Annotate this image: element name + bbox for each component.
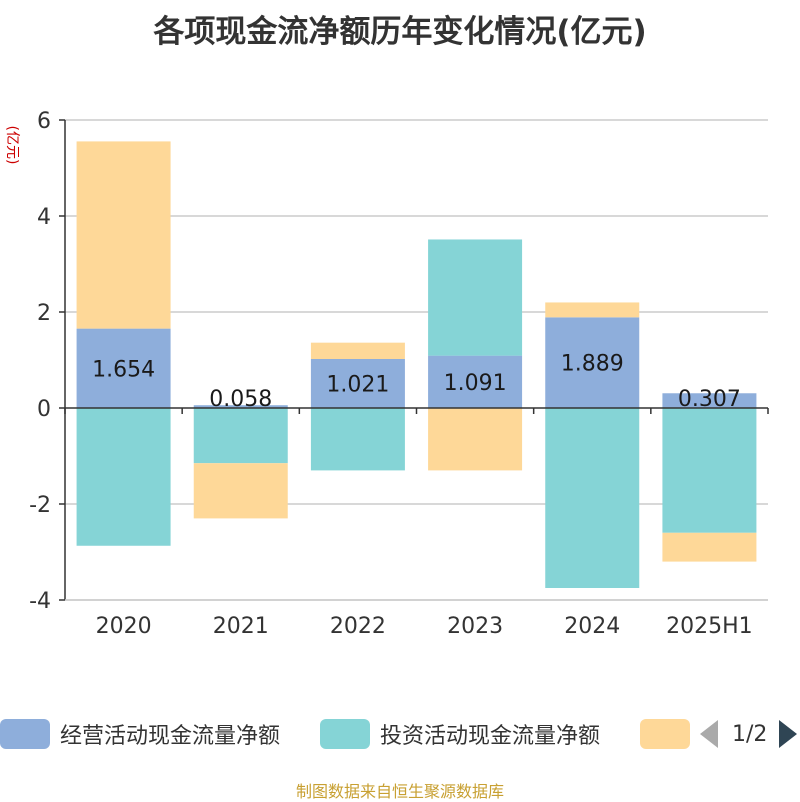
bar-1-2024	[545, 317, 640, 408]
legend: 经营活动现金流量净额 投资活动现金流量净额 1/2	[0, 716, 800, 752]
y-tick-label: -2	[29, 493, 51, 518]
bar-1-2023	[428, 355, 523, 408]
data-label: 1.889	[561, 352, 624, 377]
data-label: 1.654	[92, 357, 155, 382]
bar-3-2023	[428, 408, 523, 471]
legend-item-operating[interactable]: 经营活动现金流量净额	[0, 716, 280, 752]
y-tick-label: 2	[37, 301, 51, 326]
bar-3-2024	[545, 302, 640, 318]
bar-1-2025H1	[662, 393, 757, 408]
bar-2-2020	[76, 408, 171, 546]
x-tick-label: 2021	[213, 614, 269, 639]
pager-text: 1/2	[732, 721, 768, 747]
bar-3-2020	[76, 141, 171, 329]
legend-swatch-financing	[640, 719, 690, 749]
y-tick-label: 4	[37, 205, 51, 230]
y-tick-label: 0	[37, 397, 51, 422]
y-tick-label: -4	[29, 589, 51, 614]
x-tick-label: 2023	[447, 614, 503, 639]
chart-plot: -4 -2 0 2 4 6 2020 2021 2022 2023 2024 2025H1 1.654…	[4, 109, 769, 639]
legend-label-investing: 投资活动现金流量净额	[380, 724, 601, 749]
x-tick-label: 2025H1	[666, 614, 753, 639]
bar-2-2021	[193, 408, 288, 464]
legend-item-financing[interactable]	[640, 716, 690, 752]
pager-next-arrow-icon[interactable]	[779, 720, 798, 748]
bar-1-2021	[193, 405, 288, 408]
source-note: 制图数据来自恒生聚源数据库	[295, 782, 504, 801]
bar-2-2024	[545, 408, 640, 588]
y-axis-unit-label: (亿元)	[4, 126, 20, 165]
legend-label-operating: 经营活动现金流量净额	[60, 724, 281, 749]
y-tick-label: 6	[37, 109, 51, 134]
x-tick-label: 2024	[564, 614, 620, 639]
x-tick-label: 2022	[330, 614, 386, 639]
bar-1-2022	[310, 358, 405, 408]
pager-prev-arrow-icon[interactable]	[700, 720, 718, 748]
legend-swatch-operating	[0, 719, 50, 749]
bar-3-2021	[193, 463, 288, 519]
bar-3-2022	[310, 342, 405, 359]
bar-2-2025H1	[662, 408, 757, 533]
data-label: 1.091	[444, 371, 507, 396]
x-tick-label: 2020	[96, 614, 152, 639]
bar-2-2022	[310, 408, 405, 471]
legend-swatch-investing	[320, 719, 370, 749]
bar-3-2025H1	[662, 532, 757, 562]
chart-title: 各项现金流净额历年变化情况(亿元)	[153, 14, 647, 50]
data-label: 0.058	[209, 387, 272, 412]
data-label: 1.021	[326, 372, 389, 397]
bar-2-2023	[428, 239, 523, 356]
bar-1-2020	[76, 328, 171, 408]
legend-pager: 1/2	[700, 716, 798, 752]
legend-item-investing[interactable]: 投资活动现金流量净额	[320, 716, 600, 752]
data-label: 0.307	[678, 387, 741, 412]
